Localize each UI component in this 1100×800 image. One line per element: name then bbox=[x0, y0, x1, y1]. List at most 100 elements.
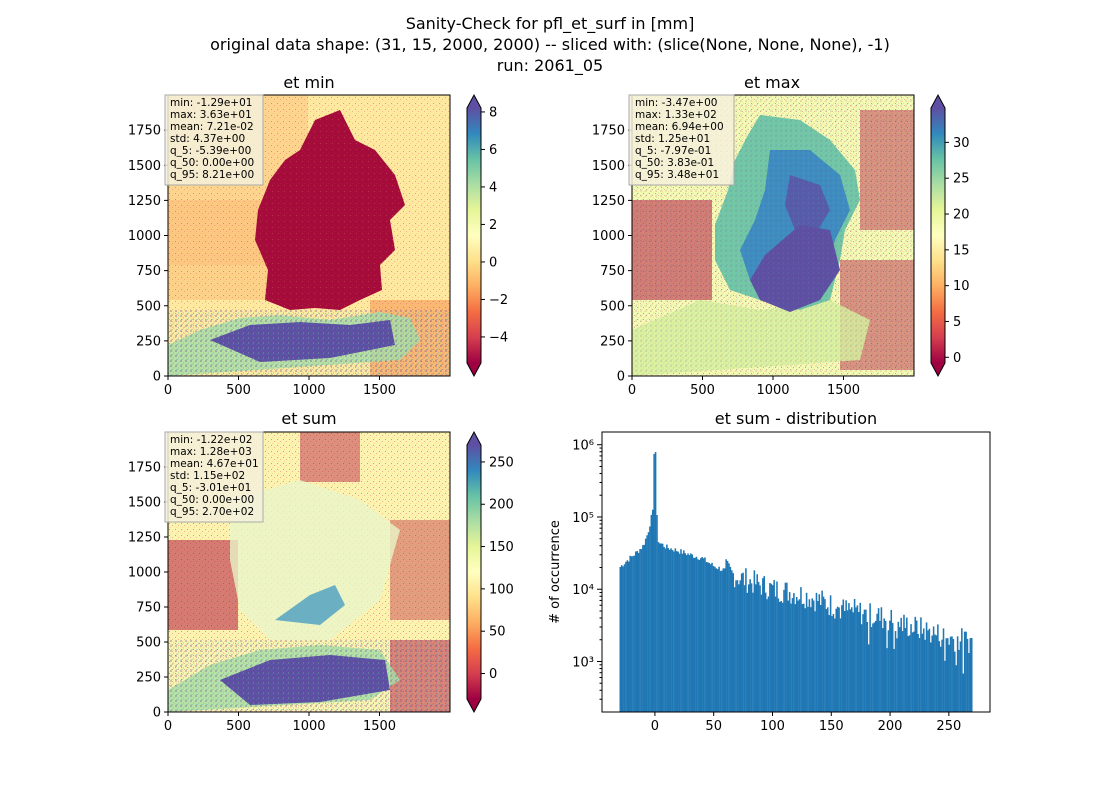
histogram-bar bbox=[887, 630, 890, 712]
histogram-bar bbox=[969, 638, 972, 712]
x-ticks: 0 50 100 150 200 250 bbox=[651, 712, 961, 734]
histogram-bar bbox=[937, 624, 939, 712]
x-tick-label: 150 bbox=[819, 719, 844, 734]
histogram-bar bbox=[894, 631, 897, 712]
y-tick-label: 1250 bbox=[128, 194, 161, 209]
histogram-bar bbox=[739, 580, 742, 712]
figure-title: Sanity-Check for pfl_et_surf in [mm] ori… bbox=[210, 14, 890, 76]
panel-title: et max bbox=[744, 73, 800, 92]
histogram-bar bbox=[862, 614, 864, 712]
x-tick-label: 500 bbox=[226, 383, 251, 398]
histogram-bar bbox=[697, 559, 699, 712]
histogram-bar bbox=[811, 598, 814, 712]
y-tick-label: 10³ bbox=[572, 655, 594, 670]
histogram-bar bbox=[666, 544, 668, 712]
y-tick-label: 250 bbox=[600, 334, 625, 349]
histogram-bar bbox=[656, 515, 658, 712]
histogram-bar bbox=[750, 583, 753, 712]
y-tick-label: 750 bbox=[600, 264, 625, 279]
histogram-bar bbox=[843, 610, 846, 712]
histogram-bar bbox=[884, 620, 887, 712]
y-tick-label: 1000 bbox=[128, 229, 161, 244]
histogram-bar bbox=[872, 623, 874, 712]
stats-box: min: -3.47e+00 max: 1.33e+02 mean: 6.94e… bbox=[628, 94, 735, 186]
histogram-bar bbox=[729, 566, 732, 712]
y-tick-label: 10⁴ bbox=[572, 583, 594, 598]
histogram-bar bbox=[699, 558, 702, 712]
histogram-bar bbox=[954, 651, 956, 712]
histogram-bar bbox=[966, 638, 969, 712]
colorbar-ticks: 0 5 10 15 20 25 30 bbox=[945, 136, 970, 366]
histogram-bar bbox=[671, 550, 674, 712]
histogram-bar bbox=[695, 556, 698, 712]
histogram-bar bbox=[760, 594, 763, 712]
histogram-bar bbox=[865, 609, 867, 712]
histogram-bar bbox=[767, 596, 770, 712]
histogram-bar bbox=[956, 636, 959, 712]
title-line-1: Sanity-Check for pfl_et_surf in [mm] bbox=[406, 14, 695, 34]
colorbar-extend-top bbox=[467, 95, 481, 108]
histogram-bar bbox=[795, 597, 798, 712]
histogram-bar bbox=[763, 576, 766, 712]
histogram-bar bbox=[690, 553, 692, 712]
colorbar-gradient bbox=[467, 445, 481, 699]
histogram-bar bbox=[764, 592, 767, 712]
histogram-bar bbox=[906, 617, 908, 712]
histogram-bar bbox=[873, 622, 876, 712]
colorbar-tick-label: 0 bbox=[489, 667, 497, 682]
x-ticks: 0 500 1000 1500 bbox=[628, 376, 860, 398]
colorbar-tick-label: −2 bbox=[489, 293, 508, 308]
histogram-bar bbox=[890, 609, 893, 712]
histogram-bar bbox=[856, 605, 859, 712]
histogram-bar bbox=[931, 635, 933, 712]
histogram-bar bbox=[722, 568, 725, 712]
histogram-bar bbox=[740, 573, 743, 712]
y-tick-label: 10⁶ bbox=[572, 439, 594, 454]
histogram-bar bbox=[925, 622, 928, 712]
histogram-bar bbox=[896, 638, 898, 712]
histogram-bar bbox=[948, 644, 950, 712]
histogram-bar bbox=[779, 601, 781, 712]
colorbar-extend-top bbox=[467, 432, 481, 445]
histogram-bar bbox=[897, 621, 900, 712]
histogram-bar bbox=[821, 590, 823, 712]
y-tick-label: 250 bbox=[136, 671, 161, 686]
stat-mean: mean: 7.21e-02 bbox=[170, 121, 254, 133]
histogram-bar bbox=[818, 594, 821, 712]
histogram-bar bbox=[825, 609, 828, 712]
stat-max: max: 3.63e+01 bbox=[170, 109, 252, 121]
stats-box: min: -1.22e+02 max: 1.28e+03 mean: 4.67e… bbox=[164, 431, 264, 523]
histogram-bar bbox=[793, 593, 795, 712]
histogram-bar bbox=[632, 556, 634, 712]
histogram-bar bbox=[716, 569, 719, 712]
histogram-bar bbox=[867, 644, 870, 712]
histogram-bar bbox=[718, 566, 720, 712]
histogram-bar bbox=[709, 564, 712, 712]
histogram-bar bbox=[853, 599, 856, 712]
y-tick-label: 1000 bbox=[592, 229, 625, 244]
histogram-bar bbox=[777, 598, 780, 712]
histogram-bar bbox=[749, 579, 751, 712]
histogram-bar bbox=[910, 624, 912, 712]
histogram-bar bbox=[904, 627, 907, 712]
y-tick-label: 10⁵ bbox=[572, 511, 594, 526]
histogram-bar bbox=[732, 573, 734, 712]
histogram-bar bbox=[736, 580, 739, 712]
histogram-bar bbox=[889, 620, 891, 712]
histogram-bar bbox=[900, 617, 902, 712]
colorbar-tick-label: 15 bbox=[953, 243, 970, 258]
histogram-bar bbox=[707, 562, 709, 712]
histogram-bar bbox=[630, 556, 633, 712]
x-tick-label: 1000 bbox=[292, 719, 325, 734]
histogram-bar bbox=[633, 555, 636, 712]
histogram-bar bbox=[935, 635, 938, 712]
histogram-bar bbox=[829, 595, 832, 712]
histogram-bar bbox=[907, 636, 910, 712]
colorbar-gradient bbox=[467, 108, 481, 363]
histogram-bar bbox=[880, 607, 883, 712]
histogram-bar bbox=[780, 600, 782, 712]
histogram-bar bbox=[938, 641, 941, 712]
x-ticks: 0 500 1000 1500 bbox=[164, 712, 396, 734]
histogram-bar bbox=[962, 673, 965, 712]
histogram-bar bbox=[639, 548, 641, 712]
